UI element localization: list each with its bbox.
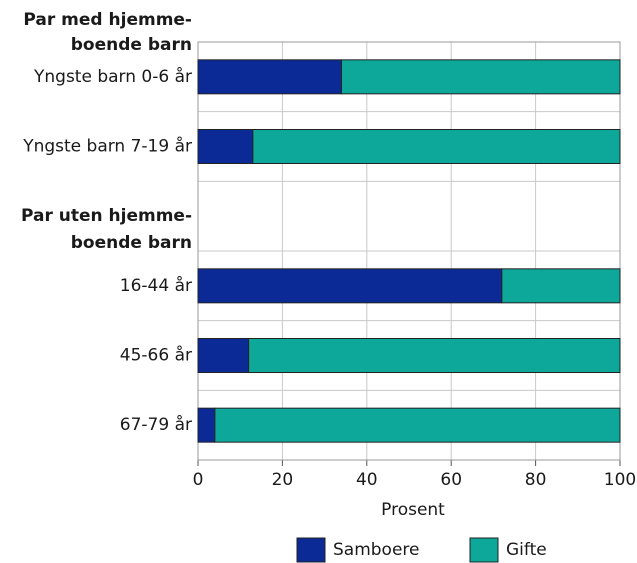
legend-swatch [469, 537, 499, 563]
bar [252, 129, 621, 164]
legend-label: Samboere [333, 540, 420, 560]
bar [197, 338, 250, 373]
x-tick-label: 20 [272, 470, 294, 490]
y-tick-label: Yngste barn 7-19 år [22, 136, 192, 157]
y-tick-label: 67-79 år [120, 414, 192, 435]
bar [340, 59, 621, 95]
plot-frame [197, 41, 621, 461]
bar [197, 129, 254, 164]
x-axis-label: Prosent [381, 500, 445, 520]
y-tick-label: 45-66 år [120, 345, 192, 366]
y-tick-label: 16-44 år [120, 275, 192, 296]
x-tick-label: 100 [604, 470, 636, 490]
legend-swatch [296, 537, 326, 563]
group-label: Par uten hjemme- [21, 206, 192, 226]
legend-label: Gifte [506, 540, 547, 560]
x-tick-label: 80 [525, 470, 547, 490]
bar [248, 338, 621, 373]
bar [501, 268, 621, 304]
x-tick-label: 40 [356, 470, 378, 490]
x-tick-label: 60 [440, 470, 462, 490]
group-label: boende barn [71, 233, 192, 253]
group-label: Par med hjemme- [23, 10, 192, 30]
y-tick-label: Yngste barn 0-6 år [33, 66, 192, 87]
group-label: boende barn [71, 35, 192, 55]
bar [197, 407, 216, 443]
bar [197, 268, 503, 304]
bar [214, 407, 621, 443]
x-tick-label: 0 [193, 470, 204, 490]
bar [197, 59, 342, 95]
